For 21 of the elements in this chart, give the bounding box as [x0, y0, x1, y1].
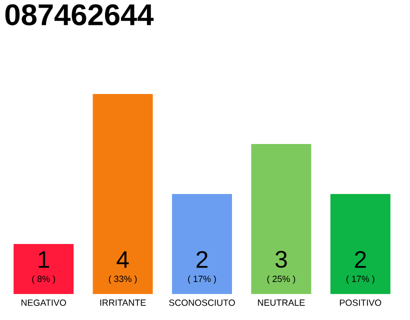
x-tick-label: NEUTRALE	[258, 300, 305, 306]
annotation: ( 33% )	[108, 275, 137, 284]
bar	[172, 194, 232, 294]
data-label: 2	[354, 251, 366, 268]
annotation: ( 17% )	[188, 275, 216, 284]
data-label: 4	[116, 251, 129, 268]
bar	[251, 144, 312, 294]
data-label: 2	[196, 251, 208, 268]
bar	[330, 194, 390, 294]
data-label: 1	[38, 251, 50, 268]
annotation: ( 8% )	[32, 275, 55, 284]
x-tick-label: SCONOSCIUTO	[169, 300, 235, 306]
x-tick-label: IRRITANTE	[100, 300, 146, 306]
bar	[92, 94, 153, 294]
x-tick-label: POSITIVO	[340, 300, 382, 306]
bar	[14, 244, 74, 294]
annotation: ( 25% )	[267, 275, 296, 284]
chart-title: 087462644	[5, 4, 154, 26]
x-tick-label: NEGATIVO	[22, 300, 66, 306]
annotation: ( 17% )	[346, 275, 374, 284]
data-label: 3	[275, 250, 287, 268]
